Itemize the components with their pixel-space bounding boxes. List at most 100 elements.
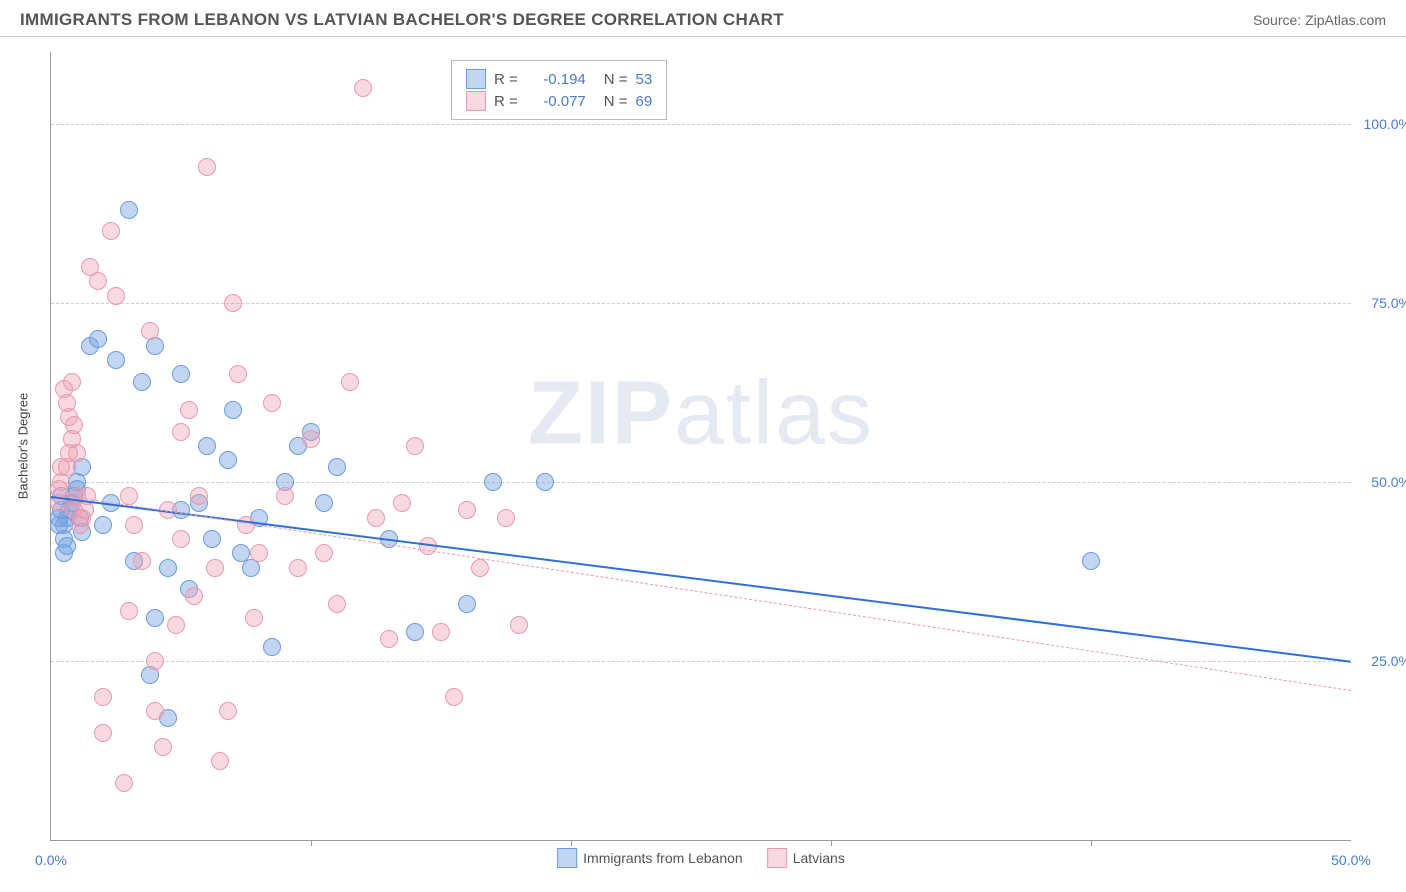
legend-row-1: R = -0.077 N = 69	[466, 91, 652, 111]
watermark-bold: ZIP	[528, 364, 674, 464]
data-point	[94, 516, 112, 534]
data-point	[65, 416, 83, 434]
data-point	[484, 473, 502, 491]
n-label: N =	[604, 93, 628, 110]
data-point	[58, 537, 76, 555]
data-point	[263, 394, 281, 412]
y-tick-label: 75.0%	[1371, 295, 1406, 311]
r-value-1: -0.077	[526, 93, 586, 110]
data-point	[315, 494, 333, 512]
data-point	[198, 437, 216, 455]
gridline-h	[51, 124, 1351, 125]
x-minor-tick	[831, 840, 832, 846]
x-minor-tick	[571, 840, 572, 846]
data-point	[445, 688, 463, 706]
legend-item-0: Immigrants from Lebanon	[557, 848, 743, 868]
watermark-light: atlas	[674, 364, 874, 464]
r-value-0: -0.194	[526, 71, 586, 88]
data-point	[229, 365, 247, 383]
r-label: R =	[494, 71, 518, 88]
data-point	[289, 559, 307, 577]
legend-label-0: Immigrants from Lebanon	[583, 850, 743, 866]
data-point	[206, 559, 224, 577]
data-point	[263, 638, 281, 656]
trend-line	[51, 496, 1351, 663]
data-point	[94, 724, 112, 742]
data-point	[89, 330, 107, 348]
chart-title: IMMIGRANTS FROM LEBANON VS LATVIAN BACHE…	[20, 10, 784, 30]
data-point	[458, 595, 476, 613]
data-point	[120, 201, 138, 219]
data-point	[406, 623, 424, 641]
source-attribution: Source: ZipAtlas.com	[1253, 12, 1386, 28]
data-point	[146, 652, 164, 670]
data-point	[219, 451, 237, 469]
y-axis-title: Bachelor's Degree	[16, 393, 31, 500]
data-point	[159, 559, 177, 577]
data-point	[224, 401, 242, 419]
x-tick-label: 50.0%	[1331, 852, 1371, 868]
legend-row-0: R = -0.194 N = 53	[466, 69, 652, 89]
gridline-h	[51, 303, 1351, 304]
data-point	[180, 401, 198, 419]
legend-label-1: Latvians	[793, 850, 845, 866]
data-point	[190, 487, 208, 505]
data-point	[102, 222, 120, 240]
data-point	[107, 351, 125, 369]
legend-item-1: Latvians	[767, 848, 845, 868]
data-point	[536, 473, 554, 491]
data-point	[315, 544, 333, 562]
data-point	[125, 516, 143, 534]
series-legend: Immigrants from Lebanon Latvians	[557, 848, 845, 868]
r-label: R =	[494, 93, 518, 110]
data-point	[167, 616, 185, 634]
data-point	[63, 373, 81, 391]
data-point	[471, 559, 489, 577]
n-value-1: 69	[636, 93, 653, 110]
data-point	[328, 595, 346, 613]
data-point	[172, 365, 190, 383]
data-point	[172, 530, 190, 548]
data-point	[237, 516, 255, 534]
n-value-0: 53	[636, 71, 653, 88]
data-point	[115, 774, 133, 792]
data-point	[219, 702, 237, 720]
data-point	[146, 702, 164, 720]
scatter-chart: Bachelor's Degree ZIPatlas R = -0.194 N …	[50, 52, 1351, 841]
data-point	[406, 437, 424, 455]
y-tick-label: 25.0%	[1371, 653, 1406, 669]
legend-swatch-icon	[767, 848, 787, 868]
data-point	[341, 373, 359, 391]
data-point	[497, 509, 515, 527]
data-point	[146, 609, 164, 627]
legend-swatch-1	[466, 91, 486, 111]
data-point	[133, 552, 151, 570]
gridline-h	[51, 482, 1351, 483]
data-point	[94, 688, 112, 706]
data-point	[302, 430, 320, 448]
data-point	[393, 494, 411, 512]
data-point	[510, 616, 528, 634]
data-point	[245, 609, 263, 627]
data-point	[250, 544, 268, 562]
data-point	[432, 623, 450, 641]
x-tick-label: 0.0%	[35, 852, 67, 868]
data-point	[185, 587, 203, 605]
data-point	[172, 423, 190, 441]
data-point	[120, 487, 138, 505]
data-point	[354, 79, 372, 97]
watermark: ZIPatlas	[528, 363, 874, 466]
chart-header: IMMIGRANTS FROM LEBANON VS LATVIAN BACHE…	[0, 0, 1406, 37]
data-point	[107, 287, 125, 305]
legend-swatch-0	[466, 69, 486, 89]
x-minor-tick	[1091, 840, 1092, 846]
data-point	[89, 272, 107, 290]
correlation-legend: R = -0.194 N = 53 R = -0.077 N = 69	[451, 60, 667, 120]
data-point	[328, 458, 346, 476]
data-point	[141, 322, 159, 340]
data-point	[154, 738, 172, 756]
data-point	[458, 501, 476, 519]
y-tick-label: 50.0%	[1371, 474, 1406, 490]
data-point	[120, 602, 138, 620]
data-point	[367, 509, 385, 527]
